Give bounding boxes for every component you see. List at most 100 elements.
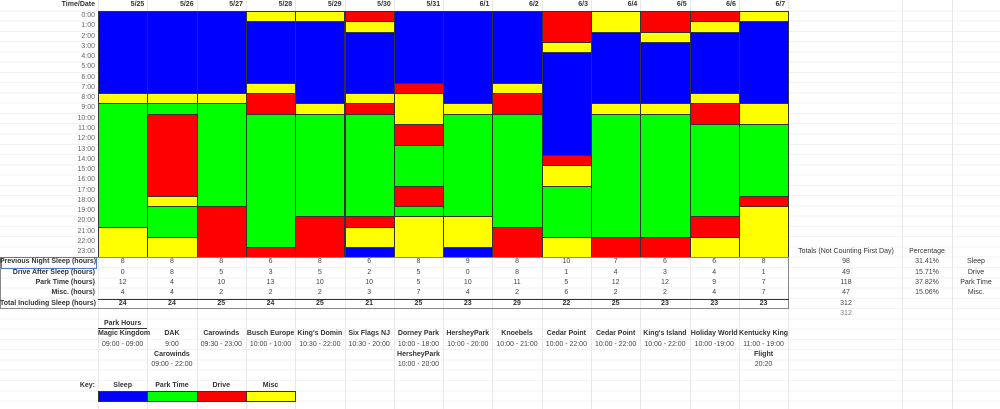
sleep-block[interactable] (640, 41, 691, 105)
misc-block[interactable] (147, 236, 198, 259)
park-time-block[interactable] (492, 113, 543, 228)
drive-block[interactable] (689, 216, 740, 238)
summary-value[interactable]: 12 (611, 279, 620, 287)
summary-total-value[interactable]: 29 (513, 299, 521, 307)
sleep-block[interactable] (689, 31, 740, 95)
summary-value[interactable]: 0 (120, 268, 125, 276)
total-value[interactable]: 98 (842, 258, 850, 266)
park-time-block[interactable] (738, 123, 790, 197)
total-percentage[interactable]: 31.41% (915, 258, 939, 266)
summary-value[interactable]: 5 (416, 268, 421, 276)
summary-value[interactable]: 1 (761, 268, 766, 276)
park-time-block[interactable] (591, 113, 642, 238)
park-time-block[interactable] (295, 113, 346, 218)
sleep-block[interactable] (738, 21, 790, 105)
summary-total-value[interactable]: 23 (463, 299, 472, 307)
total-sum[interactable]: 312 (840, 299, 852, 307)
summary-total-value[interactable]: 25 (315, 299, 324, 307)
date-header[interactable]: 5/28 (278, 1, 293, 8)
summary-value[interactable]: 4 (613, 268, 618, 276)
park-time-block[interactable] (245, 113, 297, 249)
sleep-block[interactable] (295, 21, 346, 105)
summary-value[interactable]: 2 (515, 289, 519, 297)
date-header[interactable]: 6/5 (676, 1, 687, 8)
summary-value[interactable]: 10 (217, 279, 226, 287)
total-percentage[interactable]: 15.71% (915, 268, 939, 276)
summary-value[interactable]: 6 (712, 258, 717, 266)
park-time-block[interactable] (689, 123, 740, 218)
summary-value[interactable]: 2 (268, 289, 273, 297)
summary-value[interactable]: 9 (465, 258, 470, 266)
summary-value[interactable]: 10 (365, 279, 374, 287)
misc-block[interactable] (98, 226, 149, 259)
park-time-block[interactable] (541, 185, 592, 238)
summary-value[interactable]: 8 (169, 268, 174, 276)
summary-value[interactable]: 9 (712, 279, 717, 287)
summary-value[interactable]: 2 (317, 289, 322, 297)
total-percentage[interactable]: 37.82% (915, 279, 939, 287)
sleep-block[interactable] (147, 11, 198, 95)
sleep-block[interactable] (245, 21, 297, 84)
summary-value[interactable]: 4 (712, 268, 717, 276)
summary-value[interactable]: 8 (515, 268, 519, 276)
summary-value[interactable]: 4 (120, 289, 125, 297)
summary-value[interactable]: 4 (712, 289, 717, 297)
summary-value[interactable]: 12 (118, 279, 127, 287)
misc-block[interactable] (393, 216, 445, 259)
date-header[interactable]: 5/26 (179, 1, 194, 8)
park-time-block[interactable] (393, 144, 445, 187)
sleep-block[interactable] (443, 11, 494, 105)
summary-value[interactable]: 4 (465, 289, 470, 297)
sleep-block[interactable] (492, 11, 543, 84)
summary-total-value[interactable]: 23 (710, 299, 719, 307)
sleep-block[interactable] (196, 11, 247, 95)
summary-value[interactable]: 6 (564, 289, 569, 297)
summary-value[interactable]: 4 (169, 279, 174, 287)
summary-value[interactable]: 13 (266, 279, 275, 287)
summary-value[interactable]: 10 (562, 258, 571, 266)
drive-block[interactable] (541, 11, 592, 43)
date-header[interactable]: 5/29 (327, 1, 342, 8)
drive-block[interactable] (393, 123, 445, 146)
summary-value[interactable]: 6 (367, 258, 372, 266)
summary-value[interactable]: 10 (463, 279, 472, 287)
summary-value[interactable]: 2 (219, 289, 224, 297)
date-header[interactable]: 6/4 (627, 1, 638, 8)
date-header[interactable]: 5/25 (130, 1, 145, 8)
summary-value[interactable]: 3 (367, 289, 372, 297)
drive-block[interactable] (245, 93, 297, 115)
summary-value[interactable]: 2 (613, 289, 618, 297)
summary-value[interactable]: 8 (120, 258, 125, 266)
summary-value[interactable]: 2 (662, 289, 667, 297)
total-value[interactable]: 47 (842, 289, 850, 297)
drive-block[interactable] (640, 236, 691, 259)
summary-total-value[interactable]: 25 (414, 299, 423, 307)
summary-value[interactable]: 12 (661, 279, 669, 287)
summary-value[interactable]: 8 (169, 258, 174, 266)
summary-value[interactable]: 5 (564, 279, 569, 287)
summary-value[interactable]: 7 (416, 289, 421, 297)
drive-block[interactable] (295, 216, 346, 259)
park-time-block[interactable] (443, 113, 494, 218)
date-header[interactable]: 6/6 (726, 1, 736, 8)
park-time-block[interactable] (344, 113, 395, 218)
summary-total-value[interactable]: 23 (661, 299, 669, 307)
summary-value[interactable]: 7 (761, 289, 766, 297)
date-header[interactable]: 5/27 (229, 1, 243, 8)
drive-block[interactable] (196, 206, 247, 259)
summary-value[interactable]: 3 (268, 268, 273, 276)
park-time-block[interactable] (640, 113, 691, 238)
summary-value[interactable]: 5 (317, 268, 322, 276)
misc-block[interactable] (393, 93, 445, 125)
summary-value[interactable]: 7 (761, 279, 766, 287)
total-value[interactable]: 49 (842, 268, 850, 276)
date-header[interactable]: 6/7 (775, 1, 786, 8)
summary-total-value[interactable]: 25 (611, 299, 620, 307)
summary-total-value[interactable]: 23 (759, 299, 768, 307)
misc-block[interactable] (591, 11, 642, 33)
summary-value[interactable]: 8 (317, 258, 322, 266)
summary-value[interactable]: 1 (564, 268, 569, 276)
date-header[interactable]: 6/3 (578, 1, 588, 8)
sleep-block[interactable] (98, 11, 149, 95)
